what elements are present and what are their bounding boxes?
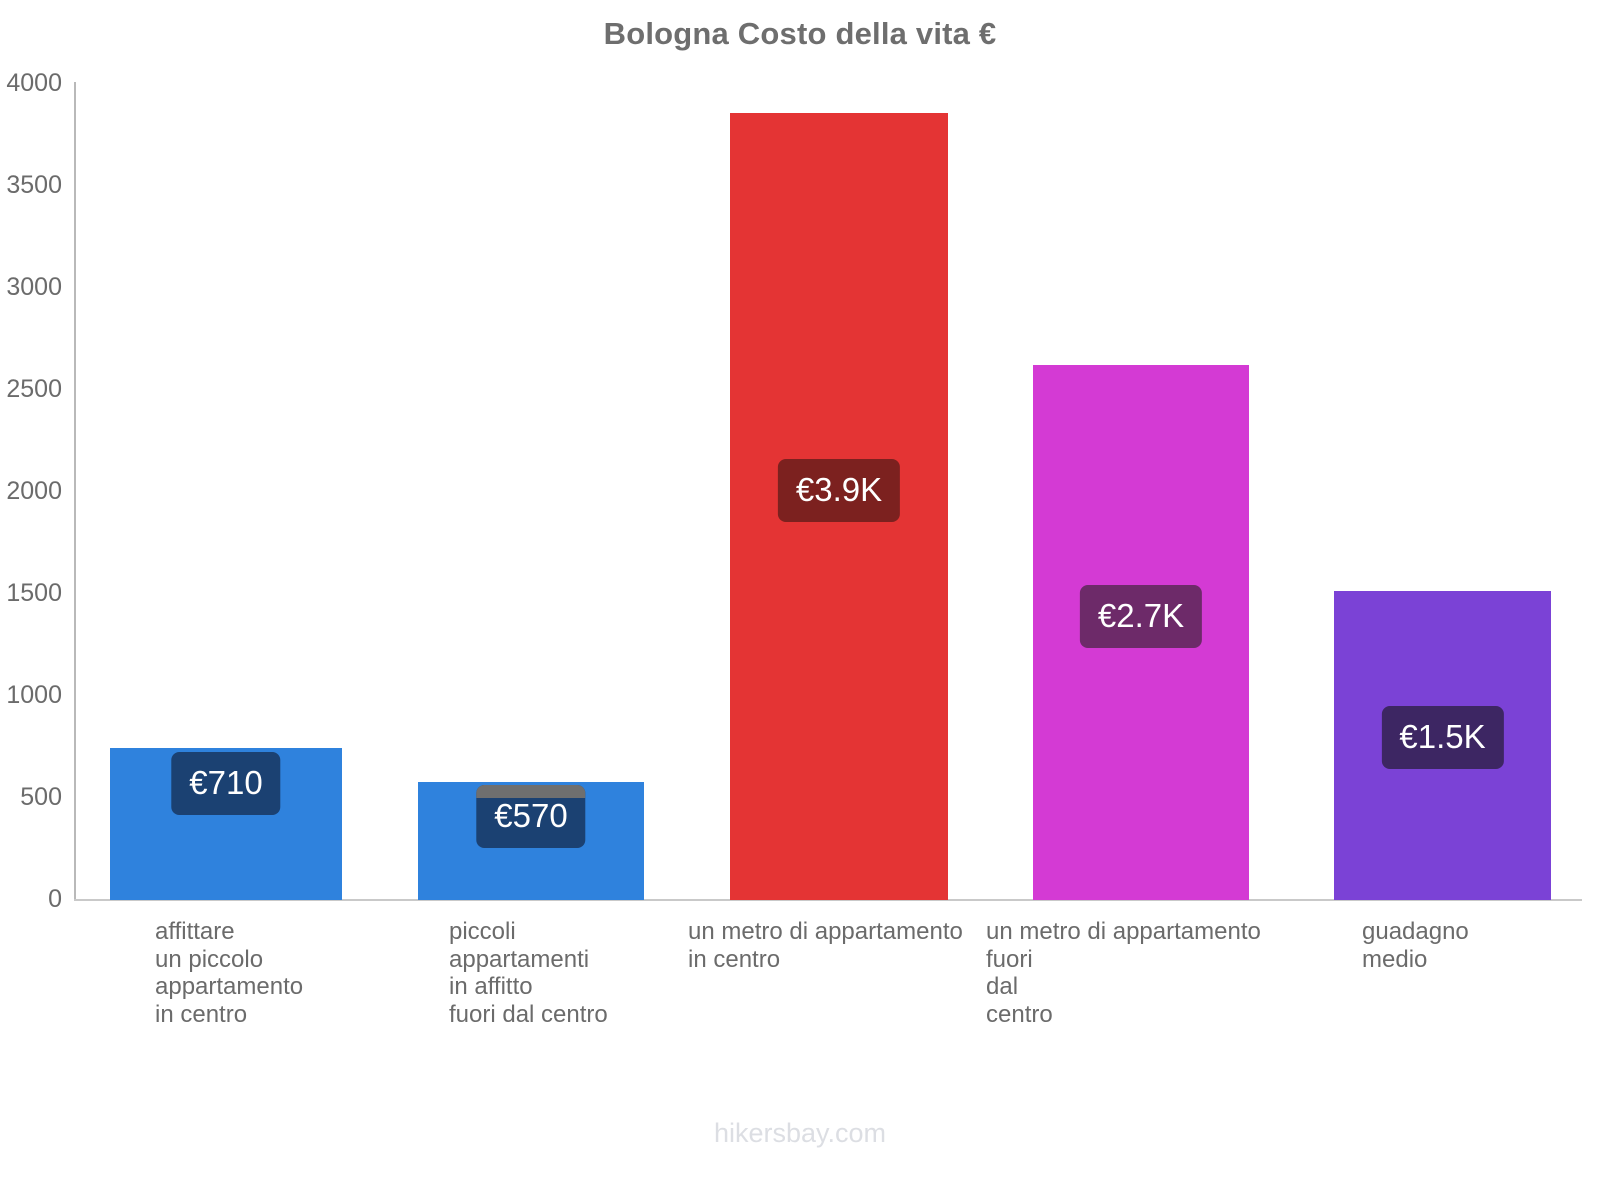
bar-value-label: €570 bbox=[476, 785, 586, 848]
x-axis-label-1: affittare un piccolo appartamento in cen… bbox=[155, 918, 304, 1028]
y-tick-label: 2000 bbox=[6, 477, 62, 505]
bar-un-metro-di-appartamento-in-centro[interactable]: €3.9K bbox=[730, 113, 948, 900]
bar-piccoli-appartamenti-in-affitto-fuori-dal-centro[interactable]: €570 bbox=[418, 782, 644, 900]
bar-value-label: €3.9K bbox=[777, 459, 901, 522]
badge-top-edge bbox=[476, 785, 586, 798]
bar-value-label: €710 bbox=[171, 752, 281, 815]
x-axis-label-2: piccoli appartamenti in affitto fuori da… bbox=[449, 918, 608, 1028]
bar-value-label: €1.5K bbox=[1381, 706, 1504, 769]
bar-guadagno-medio[interactable]: €1.5K bbox=[1334, 591, 1551, 900]
y-tick-label: 1500 bbox=[6, 579, 62, 607]
bar-affittare-un-piccolo-appartamento-in-centro[interactable]: €710 bbox=[110, 748, 342, 900]
watermark-text: hikersbay.com bbox=[713, 1118, 887, 1148]
y-tick-label: 2500 bbox=[6, 375, 62, 403]
y-tick-label: 3500 bbox=[6, 171, 62, 199]
y-tick-label: 0 bbox=[48, 885, 62, 913]
y-tick-label: 500 bbox=[20, 783, 62, 811]
x-axis-label-3: un metro di appartamento in centro bbox=[688, 918, 963, 973]
bar-value-label: €2.7K bbox=[1079, 585, 1203, 648]
y-axis-line bbox=[74, 82, 76, 900]
bar-un-metro-di-appartamento-fuori-dal-centro[interactable]: €2.7K bbox=[1033, 365, 1249, 900]
x-axis-line bbox=[74, 899, 1582, 901]
y-tick-label: 1000 bbox=[6, 681, 62, 709]
y-tick-label: 3000 bbox=[6, 273, 62, 301]
x-axis-label-4: un metro di appartamento fuori dal centr… bbox=[986, 918, 1261, 1028]
page-title: Bologna Costo della vita € bbox=[603, 16, 997, 51]
y-tick-label: 4000 bbox=[6, 69, 62, 97]
x-axis-label-5: guadagno medio bbox=[1362, 918, 1469, 973]
